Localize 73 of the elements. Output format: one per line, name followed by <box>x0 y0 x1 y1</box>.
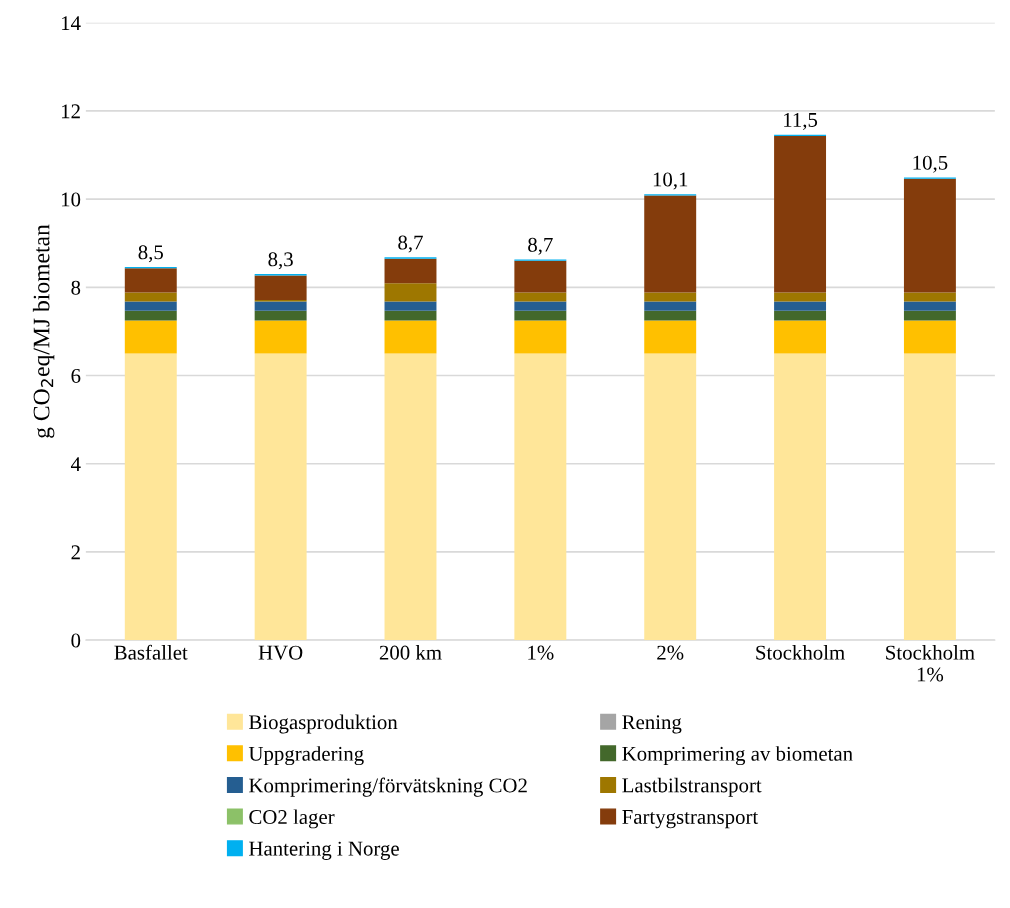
bar <box>903 178 956 293</box>
bar <box>124 268 177 293</box>
bar <box>774 292 827 302</box>
bar <box>644 292 697 302</box>
bar <box>124 292 177 302</box>
legend-label: Komprimering av biometan <box>622 746 853 766</box>
x-tick-label: 1% <box>528 645 554 660</box>
legend-label: Rening <box>622 715 682 734</box>
total-label: 8,3 <box>268 252 293 270</box>
bar <box>514 292 567 302</box>
bar <box>124 301 177 311</box>
x-tick-label: 2% <box>657 645 684 660</box>
y-tick-label: 6 <box>71 368 81 383</box>
y-axis-title: g CO$_{2}$eq/MJ biometan <box>32 224 55 438</box>
y-tick-label: 8 <box>71 280 81 295</box>
legend-label: CO2 lager <box>249 809 335 829</box>
bar <box>124 320 177 354</box>
legend-label: Fartygstransport <box>622 810 759 829</box>
bar <box>903 301 956 311</box>
bar <box>514 310 567 321</box>
y-tick-label: 2 <box>71 545 80 560</box>
x-tick-label: Stockholm <box>756 645 845 660</box>
legend-label: Hantering i Norge <box>249 841 399 860</box>
bar <box>774 301 827 311</box>
bar <box>514 320 567 354</box>
bar <box>644 195 697 293</box>
x-tick-label: Stockholm 1% <box>886 645 975 682</box>
bar <box>774 353 827 641</box>
bar <box>644 320 697 354</box>
bar <box>254 310 307 321</box>
bar <box>903 353 956 641</box>
bar <box>774 310 827 321</box>
bar <box>903 320 956 354</box>
bar <box>124 353 177 641</box>
total-label: 8,7 <box>528 237 553 255</box>
bar <box>384 353 437 641</box>
legend-label: Komprimering/förvätskning CO2 <box>249 777 527 797</box>
total-label: 10,5 <box>913 155 948 173</box>
bar <box>124 310 177 321</box>
bar <box>514 353 567 641</box>
x-tick-label: 200 km <box>379 645 442 660</box>
bar <box>774 320 827 354</box>
bar <box>254 301 307 311</box>
bar <box>384 283 437 302</box>
bar <box>254 353 307 641</box>
x-tick-label: Basfallet <box>114 644 188 660</box>
legend-label: Uppgradering <box>248 746 364 766</box>
bar <box>644 353 697 641</box>
bar <box>644 301 697 311</box>
bar <box>514 260 567 293</box>
y-tick-label: 14 <box>61 16 81 30</box>
bar <box>514 301 567 311</box>
bar <box>254 275 307 301</box>
y-tick-label: 10 <box>61 192 81 207</box>
x-tick-label: HVO <box>258 645 303 660</box>
legend-label: Lastbilstransport <box>622 777 762 797</box>
bar <box>774 136 827 293</box>
bar <box>384 301 437 311</box>
legend-label: Biogasproduktion <box>249 714 398 734</box>
bar <box>384 310 437 321</box>
bar <box>903 310 956 321</box>
bar <box>903 292 956 302</box>
y-tick-label: 12 <box>61 104 80 119</box>
total-label: 10,1 <box>653 172 688 190</box>
y-tick-label: 4 <box>70 457 81 471</box>
bar <box>254 320 307 354</box>
bar <box>644 310 697 321</box>
y-tick-label: 0 <box>71 633 81 648</box>
total-label: 11,5 <box>784 113 818 130</box>
bar <box>384 258 437 284</box>
total-label: 8,5 <box>138 245 163 263</box>
bar <box>384 320 437 354</box>
total-label: 8,7 <box>398 235 423 253</box>
